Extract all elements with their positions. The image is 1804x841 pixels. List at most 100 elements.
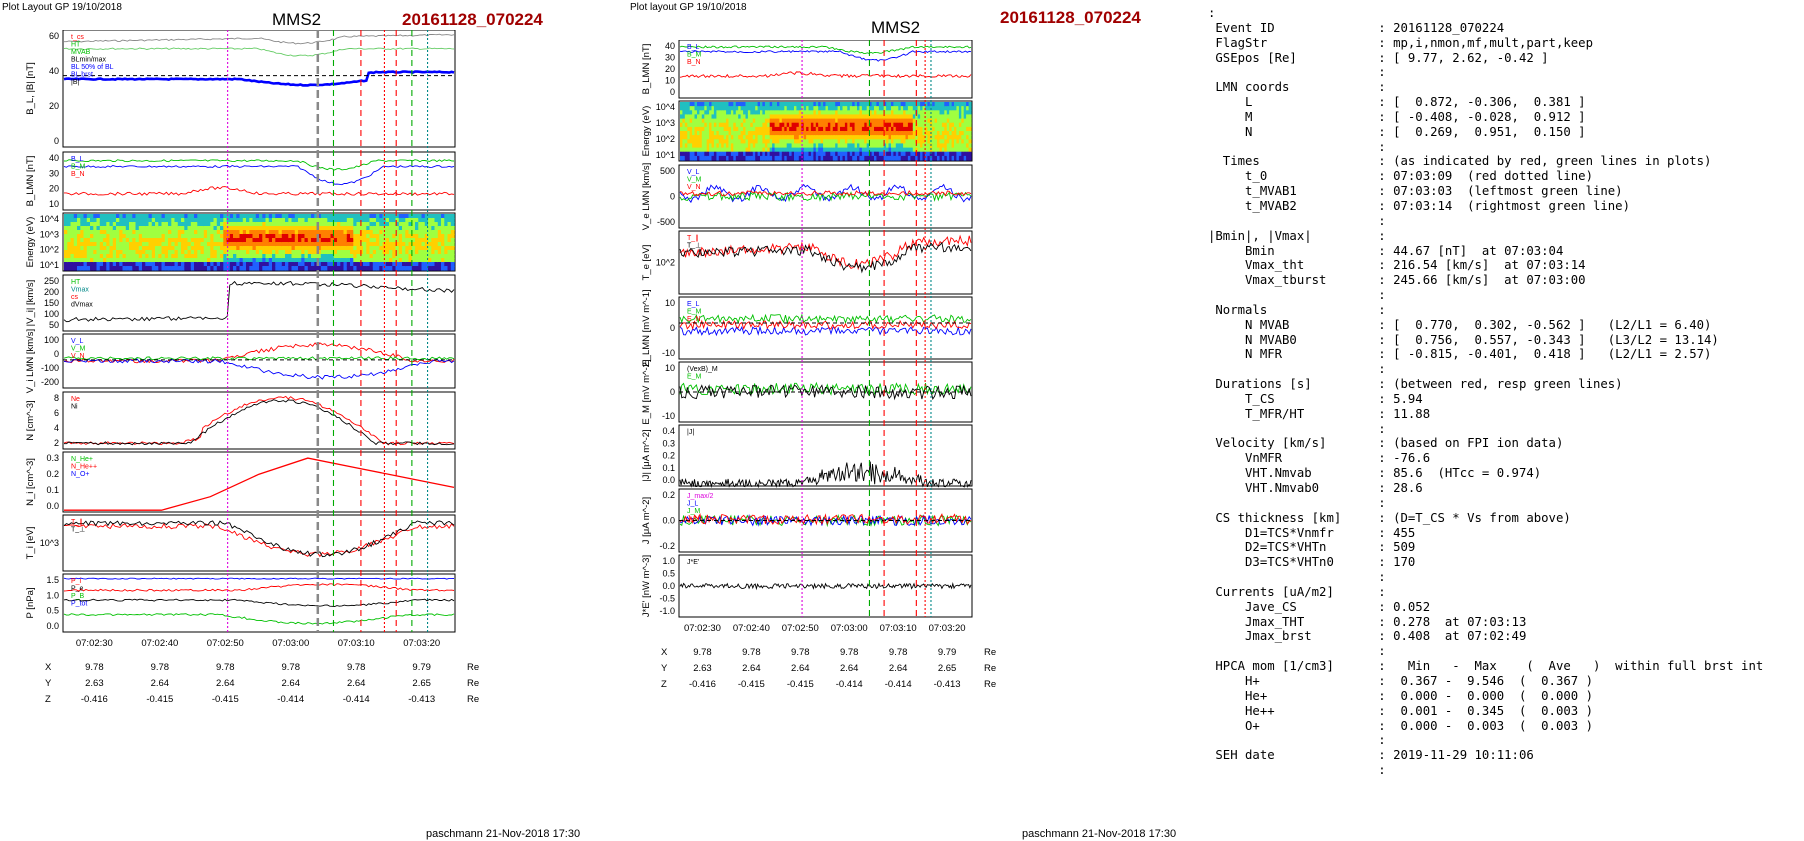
spectrogram-cell (963, 106, 967, 111)
series-line (679, 319, 972, 331)
spectrogram-cell (687, 147, 691, 153)
spectrogram-cell (895, 118, 899, 124)
spectrogram-cell (900, 135, 904, 140)
spectrogram-cell (706, 155, 710, 161)
spectrogram-cell (223, 242, 228, 247)
spectrogram-cell (197, 250, 202, 255)
spectrogram-cell (937, 118, 940, 124)
spectrogram-cell (181, 222, 185, 227)
spectrogram-cell (103, 226, 107, 231)
info-line: D2=TCS*VHTn : 509 (1208, 540, 1416, 555)
spectrogram-cell (922, 114, 926, 120)
spectrogram-cell (174, 222, 179, 227)
spectrogram-cell (806, 110, 810, 115)
spectrogram-cell (320, 214, 325, 219)
spectrogram-cell (861, 122, 865, 128)
spectrogram-cell (689, 135, 693, 140)
spectrogram-cell (184, 242, 189, 247)
spectrogram-cell (694, 126, 698, 132)
spectrogram-cell (103, 246, 107, 251)
spectrogram-cell (680, 114, 683, 120)
spectrogram-cell (239, 238, 244, 243)
spectrogram-cell (356, 262, 361, 267)
spectrogram-cell (301, 234, 306, 239)
spectrogram-cell (437, 266, 442, 271)
spectrogram-cell (866, 106, 870, 111)
spectrogram-cell (740, 110, 744, 115)
spectrogram-cell (781, 139, 785, 144)
spectrogram-cell (229, 262, 234, 267)
spectrogram-cell (145, 214, 150, 219)
spectrogram-cell (304, 238, 309, 243)
spectrogram-cell (155, 258, 159, 263)
spectrogram-cell (743, 106, 747, 111)
spectrogram-cell (268, 258, 273, 263)
spectrogram-cell (200, 246, 205, 251)
spectrogram-cell (142, 266, 146, 271)
spectrogram-cell (177, 234, 182, 239)
spectrogram-cell (815, 139, 819, 144)
spectrogram-cell (810, 151, 814, 157)
spectrogram-cell (142, 214, 146, 219)
spectrogram-cell (402, 234, 406, 239)
spectrogram-cell (760, 114, 763, 120)
spectrogram-cell (794, 135, 797, 140)
spectrogram-cell (161, 230, 166, 235)
spectrogram-cell (796, 155, 800, 161)
spectrogram-cell (723, 131, 727, 136)
spectrogram-cell (701, 139, 705, 144)
spectrogram-cell (818, 122, 822, 128)
spectrogram-cell (866, 102, 870, 107)
spectrogram-cell (421, 226, 426, 231)
spectrogram-cell (330, 218, 335, 223)
spectrogram-cell (699, 151, 703, 157)
spectrogram-cell (818, 118, 822, 124)
spectrogram-cell (275, 254, 280, 259)
spectrogram-cell (898, 118, 902, 124)
spectrogram-cell (752, 118, 756, 124)
spectrogram-cell (825, 114, 829, 120)
y-tick-label: 0.4 (662, 426, 675, 436)
spectrogram-cell (70, 242, 75, 247)
spectrogram-cell (956, 131, 960, 136)
spectrogram-cell (223, 254, 228, 259)
spectrogram-cell (421, 254, 426, 259)
spectrogram-cell (194, 246, 198, 251)
spectrogram-cell (109, 226, 114, 231)
spectrogram-cell (164, 242, 169, 247)
spectrogram-cell (216, 258, 221, 263)
spectrogram-cell (67, 242, 72, 247)
spectrogram-cell (213, 234, 218, 239)
spectrogram-cell (721, 151, 725, 157)
spectrogram-cell (343, 254, 348, 259)
spectrogram-cell (428, 258, 432, 263)
spectrogram-cell (956, 147, 960, 153)
spectrogram-cell (145, 250, 150, 255)
spectrogram-cell (210, 230, 215, 235)
spectrogram-cell (937, 135, 940, 140)
spectrogram-cell (905, 126, 909, 132)
spectrogram-cell (716, 147, 720, 153)
spectrogram-cell (810, 131, 814, 136)
spectrogram-cell (216, 238, 221, 243)
spectrogram-cell (385, 250, 390, 255)
spectrogram-cell (830, 151, 834, 157)
spectrogram-cell (735, 147, 739, 153)
spectrogram-cell (239, 266, 244, 271)
spectrogram-cell (272, 218, 276, 223)
position-value: 9.78 (840, 647, 859, 658)
spectrogram-cell (304, 258, 309, 263)
spectrogram-cell (883, 143, 887, 149)
spectrogram-cell (781, 151, 785, 157)
spectrogram-cell (815, 102, 819, 107)
spectrogram-cell (920, 110, 924, 115)
spectrogram-cell (291, 258, 296, 263)
spectrogram-cell (233, 234, 237, 239)
spectrogram-cell (886, 118, 890, 124)
y-axis-label: B_LMN [nT] (25, 156, 36, 207)
spectrogram-cell (757, 135, 761, 140)
spectrogram-cell (755, 155, 759, 161)
spectrogram-cell (158, 218, 163, 223)
spectrogram-cell (801, 151, 805, 157)
legend-entry: V_N (687, 184, 701, 191)
